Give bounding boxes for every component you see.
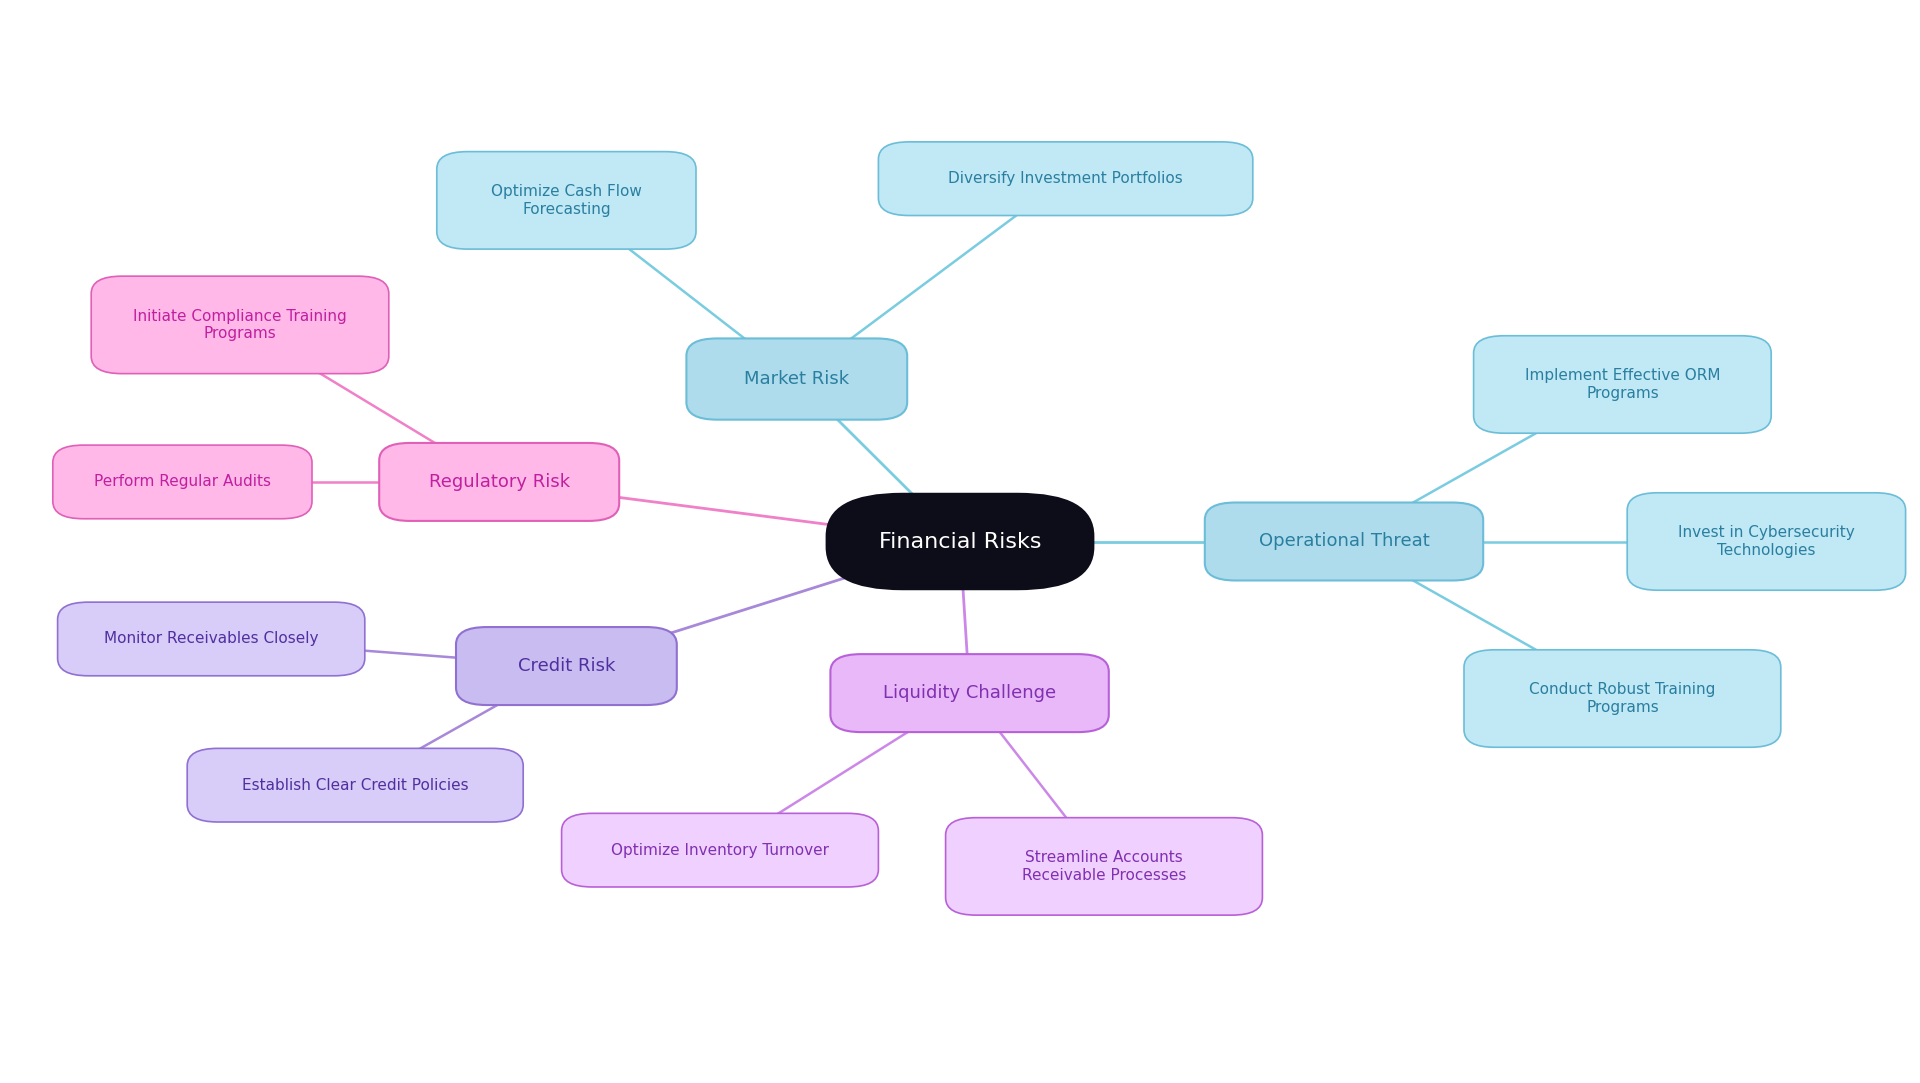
Text: Liquidity Challenge: Liquidity Challenge [883, 684, 1056, 702]
FancyBboxPatch shape [1628, 493, 1905, 590]
FancyBboxPatch shape [1475, 336, 1770, 433]
Text: Market Risk: Market Risk [745, 370, 849, 388]
Text: Implement Effective ORM
Programs: Implement Effective ORM Programs [1524, 368, 1720, 401]
Text: Conduct Robust Training
Programs: Conduct Robust Training Programs [1528, 682, 1716, 715]
Text: Perform Regular Audits: Perform Regular Audits [94, 474, 271, 490]
FancyBboxPatch shape [457, 627, 676, 705]
Text: Regulatory Risk: Regulatory Risk [428, 473, 570, 491]
Text: Monitor Receivables Closely: Monitor Receivables Closely [104, 631, 319, 647]
Text: Optimize Inventory Turnover: Optimize Inventory Turnover [611, 843, 829, 858]
FancyBboxPatch shape [945, 818, 1263, 915]
FancyBboxPatch shape [879, 142, 1254, 216]
FancyBboxPatch shape [436, 152, 695, 249]
Text: Establish Clear Credit Policies: Establish Clear Credit Policies [242, 778, 468, 793]
FancyBboxPatch shape [52, 445, 311, 519]
FancyBboxPatch shape [687, 338, 906, 419]
FancyBboxPatch shape [1463, 650, 1782, 747]
Text: Financial Risks: Financial Risks [879, 532, 1041, 551]
FancyBboxPatch shape [380, 443, 618, 521]
Text: Streamline Accounts
Receivable Processes: Streamline Accounts Receivable Processes [1021, 850, 1187, 883]
FancyBboxPatch shape [92, 276, 388, 374]
FancyBboxPatch shape [829, 654, 1110, 732]
Text: Optimize Cash Flow
Forecasting: Optimize Cash Flow Forecasting [492, 184, 641, 217]
Text: Credit Risk: Credit Risk [518, 657, 614, 675]
FancyBboxPatch shape [188, 748, 522, 822]
Text: Initiate Compliance Training
Programs: Initiate Compliance Training Programs [132, 309, 348, 341]
FancyBboxPatch shape [561, 813, 879, 887]
FancyBboxPatch shape [58, 602, 365, 676]
FancyBboxPatch shape [826, 493, 1094, 590]
Text: Operational Threat: Operational Threat [1260, 533, 1428, 550]
Text: Invest in Cybersecurity
Technologies: Invest in Cybersecurity Technologies [1678, 525, 1855, 558]
FancyBboxPatch shape [1206, 503, 1482, 580]
Text: Diversify Investment Portfolios: Diversify Investment Portfolios [948, 171, 1183, 186]
